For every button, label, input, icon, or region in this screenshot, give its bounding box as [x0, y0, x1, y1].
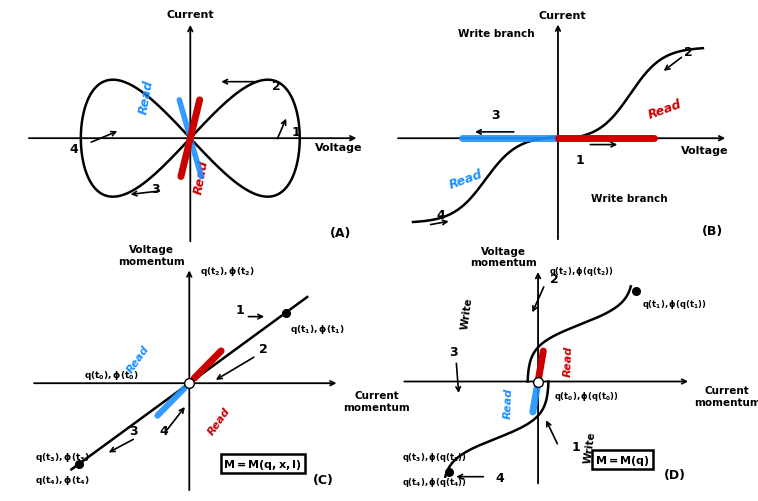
- Text: 4: 4: [69, 142, 78, 155]
- Text: 3: 3: [491, 109, 500, 122]
- Text: Write branch: Write branch: [458, 29, 534, 39]
- Text: Write: Write: [460, 297, 475, 330]
- Text: 4: 4: [160, 424, 168, 437]
- Text: $\mathbf{q(t_4), \phi(q(t_4))}$: $\mathbf{q(t_4), \phi(q(t_4))}$: [402, 475, 466, 488]
- Text: $\mathbf{q(t_3), \phi(t_3)}$: $\mathbf{q(t_3), \phi(t_3)}$: [36, 450, 89, 463]
- Text: $\mathbf{M{=}M(q)}$: $\mathbf{M{=}M(q)}$: [595, 452, 650, 466]
- Text: 4: 4: [437, 208, 446, 221]
- Text: Read: Read: [125, 343, 152, 375]
- Text: Read: Read: [503, 387, 514, 418]
- Text: 2: 2: [259, 342, 268, 355]
- Text: $\mathbf{q(t_0), \phi(t_0)}$: $\mathbf{q(t_0), \phi(t_0)}$: [84, 369, 139, 381]
- Text: 3: 3: [449, 345, 458, 358]
- Text: $\mathbf{M{=}M(q,x,I)}$: $\mathbf{M{=}M(q,x,I)}$: [224, 456, 302, 470]
- Text: $\mathbf{q(t_1), \phi(q(t_1))}$: $\mathbf{q(t_1), \phi(q(t_1))}$: [642, 298, 706, 310]
- Text: 2: 2: [550, 272, 559, 285]
- Text: 1: 1: [236, 303, 245, 316]
- Text: Voltage: Voltage: [315, 143, 362, 153]
- Text: Voltage
momentum: Voltage momentum: [471, 246, 537, 268]
- Text: Current
momentum: Current momentum: [694, 385, 758, 407]
- Text: (C): (C): [313, 473, 334, 486]
- Text: 2: 2: [684, 46, 692, 59]
- Text: 1: 1: [572, 440, 581, 453]
- Text: (A): (A): [330, 226, 352, 239]
- Text: Read: Read: [646, 97, 683, 121]
- Text: Read: Read: [137, 78, 156, 115]
- Text: $\mathbf{q(t_0), \phi(q(t_0))}$: $\mathbf{q(t_0), \phi(q(t_0))}$: [554, 389, 619, 402]
- Text: Write: Write: [583, 430, 597, 463]
- Text: (B): (B): [703, 224, 724, 237]
- Text: Read: Read: [205, 405, 232, 436]
- Text: $\mathbf{q(t_3), \phi(q(t_3))}$: $\mathbf{q(t_3), \phi(q(t_3))}$: [402, 450, 466, 463]
- Text: $\mathbf{q(t_1), \phi(t_1)}$: $\mathbf{q(t_1), \phi(t_1)}$: [290, 323, 344, 336]
- Text: Read: Read: [192, 159, 211, 195]
- Text: Read: Read: [448, 167, 485, 191]
- Text: 3: 3: [152, 183, 160, 196]
- Text: 4: 4: [496, 471, 504, 484]
- Text: Voltage
momentum: Voltage momentum: [118, 244, 185, 266]
- Text: 2: 2: [271, 80, 280, 93]
- Text: 1: 1: [576, 154, 584, 166]
- Text: Voltage: Voltage: [681, 145, 728, 155]
- Text: $\mathbf{q(t_2), \phi(t_2)}$: $\mathbf{q(t_2), \phi(t_2)}$: [200, 265, 255, 278]
- Text: Current: Current: [539, 11, 586, 21]
- Text: Current: Current: [167, 10, 214, 20]
- Text: Read: Read: [562, 345, 574, 377]
- Text: 1: 1: [292, 125, 301, 138]
- Text: $\mathbf{q(t_2), \phi(q(t_2))}$: $\mathbf{q(t_2), \phi(q(t_2))}$: [549, 265, 613, 277]
- Text: Write branch: Write branch: [590, 194, 667, 204]
- Text: 3: 3: [129, 424, 137, 437]
- Text: (D): (D): [663, 468, 685, 481]
- Text: Current
momentum: Current momentum: [343, 390, 410, 412]
- Text: $\mathbf{q(t_4), \phi(t_4)}$: $\mathbf{q(t_4), \phi(t_4)}$: [36, 473, 89, 486]
